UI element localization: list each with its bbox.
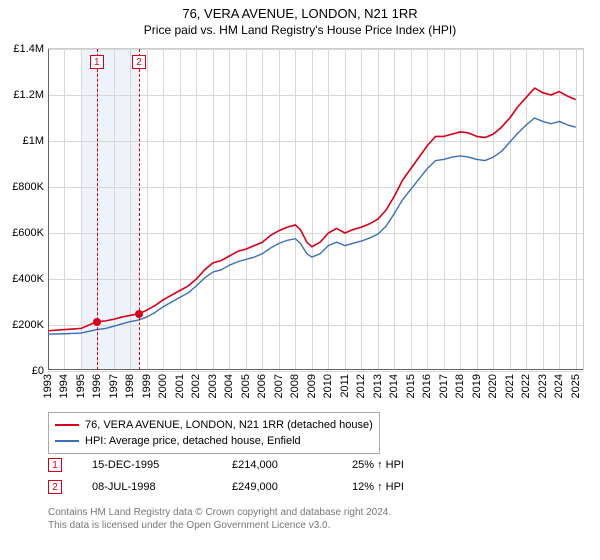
attribution: Contains HM Land Registry data © Crown c… [48,506,391,532]
x-axis-label: 2001 [174,374,186,398]
x-axis-label: 2003 [207,374,219,398]
legend-label-property: 76, VERA AVENUE, LONDON, N21 1RR (detach… [85,417,373,433]
x-axis-label: 2019 [471,374,483,398]
x-axis-label: 2015 [405,374,417,398]
chart-container: 76, VERA AVENUE, LONDON, N21 1RR Price p… [0,0,600,560]
y-axis-label: £600K [12,227,44,239]
sale-price-1: £214,000 [232,459,322,471]
legend-row-property: 76, VERA AVENUE, LONDON, N21 1RR (detach… [55,417,373,433]
legend-row-hpi: HPI: Average price, detached house, Enfi… [55,433,373,449]
attribution-line1: Contains HM Land Registry data © Crown c… [48,506,391,519]
x-axis-label: 1998 [124,374,136,398]
x-axis-label: 2024 [553,374,565,398]
x-axis-label: 2010 [322,374,334,398]
x-axis-label: 1993 [42,374,54,398]
x-axis-label: 2020 [487,374,499,398]
x-axis-label: 2009 [306,374,318,398]
gridline-h [48,371,583,372]
sale-record-2: 2 08-JUL-1998 £249,000 12% ↑ HPI [48,480,442,494]
x-axis-label: 2023 [537,374,549,398]
sale-price-2: £249,000 [232,481,322,493]
y-axis-label: £400K [12,273,44,285]
x-axis-label: 2021 [504,374,516,398]
x-axis-label: 2017 [438,374,450,398]
sale-marker-plot-2: 2 [132,55,146,69]
sale-point-1 [93,318,101,326]
x-axis-label: 2007 [273,374,285,398]
x-axis-label: 2013 [372,374,384,398]
sale-delta-1: 25% ↑ HPI [352,459,442,471]
x-axis-label: 2002 [190,374,202,398]
attribution-line2: This data is licensed under the Open Gov… [48,519,391,532]
x-axis-label: 2022 [520,374,532,398]
y-axis-label: £1.4M [13,43,44,55]
x-axis-label: 2006 [256,374,268,398]
legend-swatch-property [55,424,79,426]
sale-date-2: 08-JUL-1998 [92,481,202,493]
sale-record-1: 1 15-DEC-1995 £214,000 25% ↑ HPI [48,458,442,472]
sale-line-2 [139,49,140,370]
x-axis-label: 2025 [570,374,582,398]
x-axis-label: 2016 [421,374,433,398]
sale-marker-plot-1: 1 [90,55,104,69]
x-axis-label: 2000 [157,374,169,398]
plot-area: £0£200K£400K£600K£800K£1M£1.2M£1.4M19931… [48,48,584,370]
line-series-layer [48,49,584,371]
x-axis-label: 2005 [240,374,252,398]
x-axis-label: 2011 [339,374,351,398]
sale-marker-1: 1 [48,458,62,472]
x-axis-label: 2014 [388,374,400,398]
y-axis-label: £200K [12,319,44,331]
chart-subtitle: Price paid vs. HM Land Registry's House … [0,21,600,37]
x-axis-label: 1997 [108,374,120,398]
y-axis-label: £800K [12,181,44,193]
x-axis-label: 1995 [75,374,87,398]
legend-label-hpi: HPI: Average price, detached house, Enfi… [85,433,301,449]
sale-point-2 [135,310,143,318]
x-axis-label: 2012 [355,374,367,398]
sale-marker-2: 2 [48,480,62,494]
sale-date-1: 15-DEC-1995 [92,459,202,471]
y-axis-label: £1.2M [13,89,44,101]
x-axis-label: 1994 [58,374,70,398]
chart-title: 76, VERA AVENUE, LONDON, N21 1RR [0,0,600,21]
series-property [48,88,576,331]
legend-swatch-hpi [55,440,79,442]
x-axis-label: 2008 [289,374,301,398]
x-axis-label: 2004 [223,374,235,398]
x-axis-label: 1999 [141,374,153,398]
y-axis-label: £1M [23,135,44,147]
series-hpi [48,118,576,334]
legend-box: 76, VERA AVENUE, LONDON, N21 1RR (detach… [48,412,380,454]
x-axis-label: 1996 [91,374,103,398]
x-axis-label: 2018 [454,374,466,398]
sale-delta-2: 12% ↑ HPI [352,481,442,493]
